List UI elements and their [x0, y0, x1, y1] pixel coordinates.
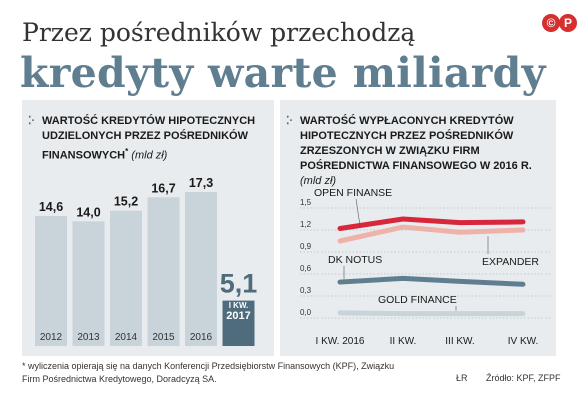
x-tick-label: III KW. [445, 336, 474, 347]
series-line [337, 275, 526, 287]
bar [110, 210, 142, 346]
bar [185, 192, 217, 346]
source: Źródło: KPF, ZFPF [486, 373, 561, 383]
bar-category-label: 2017 [226, 310, 250, 322]
series-leader-line [355, 198, 361, 226]
bar-value-label: 17,3 [189, 176, 213, 190]
x-tick-label: II KW. [390, 336, 417, 347]
left-panel-unit: (mld zł) [131, 149, 168, 162]
x-tick-label: I KW. 2016 [316, 336, 365, 347]
author: ŁR [456, 373, 468, 383]
bar-value-label: 5,1 [220, 269, 258, 299]
series-label: EXPANDER [482, 256, 539, 268]
bar-value-label: 14,0 [76, 205, 100, 219]
right-panel-unit: (mld zł) [300, 175, 337, 187]
series-label: DK NOTUS [328, 254, 382, 266]
bar [147, 197, 180, 346]
right-panel-heading: Wartość wypłaconych kredytów hipotecznyc… [300, 115, 532, 187]
title-line-1: Przez pośredników przechodzą [22, 18, 416, 47]
bar [72, 221, 105, 346]
series-line [337, 310, 526, 317]
bar-category-label: 2012 [40, 332, 63, 343]
bar-category-label: 2013 [77, 332, 100, 343]
bullet-icon: ⁚· [286, 115, 294, 127]
series-label: GOLD FINANCE [378, 294, 457, 306]
left-panel: ⁚· Wartość kredytów hipotecznych udzielo… [22, 100, 274, 356]
footnote: * wyliczenia opierają się na danych Konf… [22, 361, 395, 384]
series-label: OPEN FINANSE [314, 187, 392, 199]
bar [222, 300, 255, 346]
x-tick-label: IV KW. [508, 336, 539, 347]
title-line-2: kredyty warte miliardy [20, 49, 546, 97]
bar-category-label: 2015 [152, 332, 175, 343]
bar-value-label: 16,7 [151, 181, 175, 195]
line-chart: 0,0 0,3 0,6 0,9 1,2 1,5 I KW. 2016 II KW. III KW… [300, 187, 552, 347]
y-tick-label: 0,3 [300, 286, 312, 295]
y-tick-label: 1,5 [300, 198, 312, 207]
bar-category-label: I KW. [229, 301, 249, 310]
series-line [337, 224, 526, 244]
bar-chart: 14,6 2012 14,0 2013 15,2 2014 16,7 2015 17,3 2016… [35, 176, 258, 346]
y-tick-label: 1,2 [300, 220, 312, 229]
publisher-logo: © P [542, 14, 578, 34]
left-panel-heading: Wartość kredytów hipotecznych udzielonyc… [42, 115, 256, 162]
bar [35, 216, 67, 346]
y-tick-label: 0,0 [300, 308, 312, 317]
bar-value-label: 14,6 [39, 200, 63, 214]
series-line [337, 216, 526, 232]
y-tick-label: 0,9 [300, 242, 312, 251]
right-panel: ⁚· Wartość wypłaconych kredytów hipotecz… [280, 100, 556, 356]
bullet-icon: ⁚· [28, 115, 36, 127]
bar-category-label: 2014 [115, 332, 138, 343]
bar-category-label: 2016 [190, 332, 213, 343]
bar-value-label: 15,2 [114, 195, 138, 209]
p-logo-icon: P [559, 14, 577, 32]
copyright-icon: © [542, 14, 560, 32]
y-tick-label: 0,6 [300, 264, 312, 273]
